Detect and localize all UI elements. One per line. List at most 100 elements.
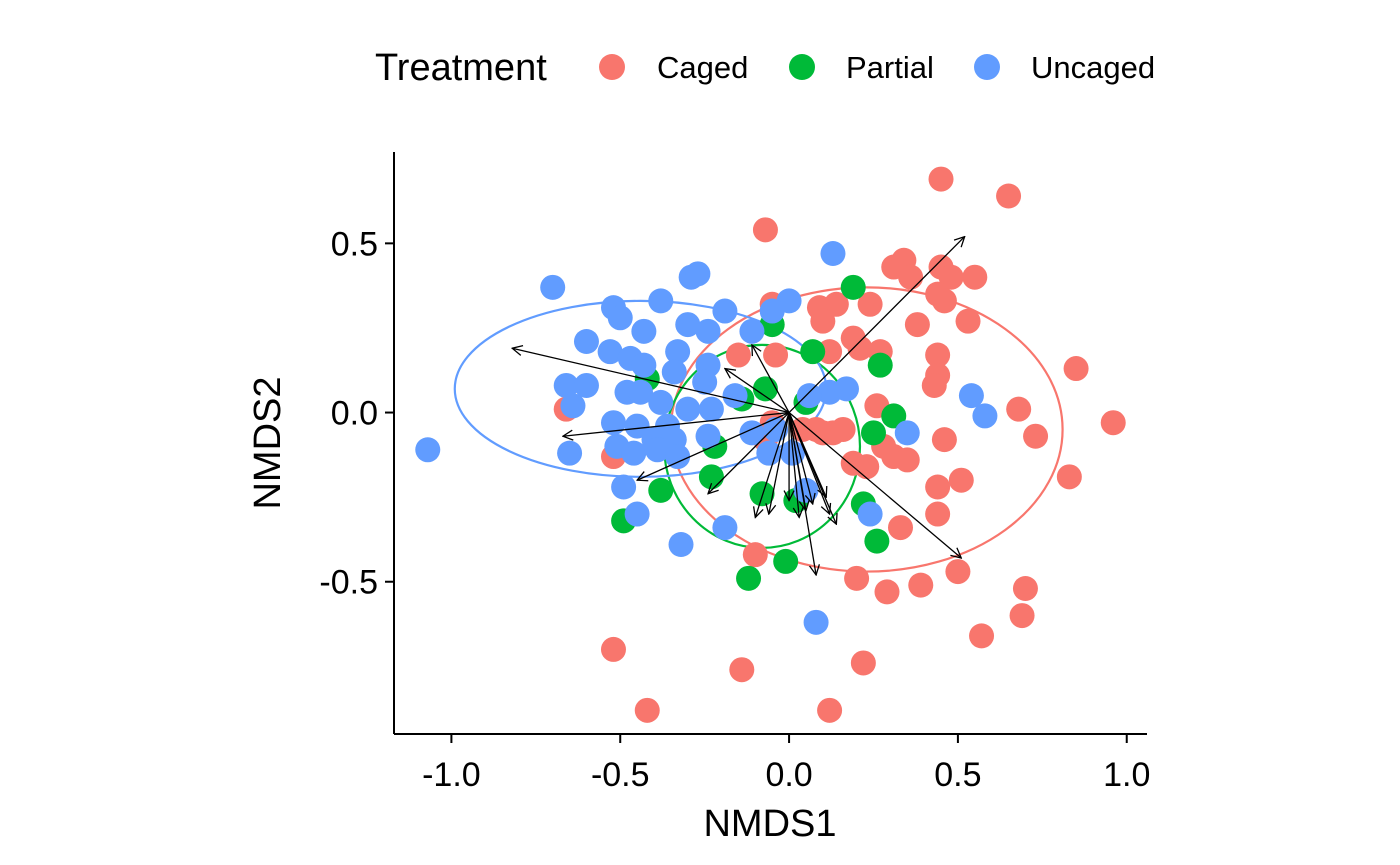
point-partial [736,565,762,591]
legend: Treatment Caged Partial Uncaged [375,47,1155,89]
point-uncaged [573,328,599,354]
point-caged [928,166,954,192]
x-tick-label: -1.0 [422,756,481,794]
point-uncaged [712,515,738,541]
point-uncaged [958,383,984,409]
point-caged [931,427,957,453]
point-caged [817,697,843,723]
point-caged [996,183,1022,209]
point-caged [1012,576,1038,601]
point-caged [1006,396,1032,422]
vector-arrow [755,412,790,518]
point-caged [874,579,900,605]
point-caged [729,657,755,683]
point-uncaged [557,440,583,466]
point-uncaged [648,288,674,314]
point-uncaged [698,396,724,422]
point-uncaged [833,376,859,402]
point-uncaged [611,474,637,500]
point-uncaged [573,372,599,398]
x-tick-label: -0.5 [591,756,650,794]
legend-items: Caged Partial Uncaged [599,50,1155,85]
vector-arrow [637,411,790,481]
point-caged [1023,423,1049,449]
point-partial [698,464,724,490]
point-uncaged [621,440,647,466]
point-caged [752,217,778,243]
point-caged [955,308,981,334]
x-tick-label: 1.0 [1103,756,1150,794]
vector-arrow [708,412,790,494]
point-partial [867,352,893,378]
point-caged [931,288,957,314]
point-uncaged [624,501,650,527]
point-uncaged [415,437,441,463]
x-tick-label: 0.5 [934,756,981,794]
point-partial [881,403,907,429]
point-uncaged [600,410,626,436]
point-partial [860,420,886,446]
point-caged [945,559,971,585]
point-partial [749,481,775,507]
point-uncaged [631,318,657,344]
x-tick-label: 0.0 [765,756,812,794]
legend-item-uncaged: Uncaged [974,50,1155,85]
point-uncaged [560,393,586,419]
point-caged [894,447,920,473]
point-caged [725,342,751,368]
point-uncaged [692,369,718,395]
legend-key-partial [789,54,815,80]
point-caged [925,474,951,500]
point-caged [888,515,914,541]
vector-arrow [788,412,826,498]
vector-arrow [512,348,790,414]
vector-arrow [788,237,965,414]
point-partial [864,528,890,554]
point-partial [840,274,866,300]
point-uncaged [668,532,694,558]
vector-arrow [563,411,790,437]
y-tick-label: 0.5 [331,225,378,263]
point-caged [850,650,876,676]
vector-arrow [788,412,961,559]
point-uncaged [631,352,657,378]
legend-key-uncaged [974,54,1000,80]
x-axis-label: NMDS1 [703,803,836,845]
y-axis-label: NMDS2 [247,376,289,509]
point-caged [1100,410,1126,436]
point-caged [908,572,934,598]
point-uncaged [675,312,701,338]
point-uncaged [540,274,566,300]
vector-arrow [725,369,790,414]
legend-label-caged: Caged [657,50,748,85]
point-caged [1009,603,1035,629]
point-layer [415,166,1126,723]
x-ticks: -1.0 -0.5 0.0 0.5 1.0 [422,734,1150,794]
point-uncaged [665,339,691,365]
point-uncaged [695,423,721,449]
point-caged [948,467,974,493]
point-uncaged [661,359,687,385]
legend-label-partial: Partial [846,50,934,85]
point-uncaged [597,339,623,365]
point-partial [752,376,778,402]
point-caged [904,312,930,338]
point-uncaged [820,241,846,267]
legend-title: Treatment [375,47,547,89]
point-caged [830,416,856,442]
point-caged [810,308,836,334]
point-caged [1063,356,1089,382]
point-uncaged [803,609,829,635]
legend-item-caged: Caged [599,50,748,85]
point-partial [800,339,826,365]
point-caged [844,565,870,591]
point-partial [648,477,674,503]
y-tick-label: 0.0 [331,395,378,433]
vector-arrow [769,412,790,515]
point-caged [742,542,768,568]
point-caged [925,501,951,527]
point-caged [763,342,789,368]
point-caged [857,291,883,317]
y-tick-label: -0.5 [319,564,378,602]
point-caged [1056,464,1082,490]
